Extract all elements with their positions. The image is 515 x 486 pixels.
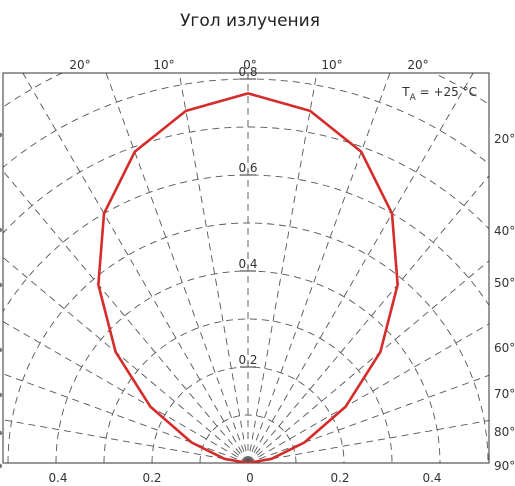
grid-spoke	[3, 170, 249, 463]
grid-arc	[199, 414, 297, 463]
bottom-tick-label: 0	[246, 471, 254, 485]
right-tick-label: 20°	[494, 132, 515, 146]
grid-arc	[3, 174, 489, 313]
bottom-tick-label: 0.2	[142, 471, 161, 485]
left-edge-tick	[0, 227, 3, 233]
grid-spoke	[105, 73, 249, 463]
grid-spoke	[178, 73, 249, 463]
grid-spoke	[3, 256, 249, 463]
grid-spoke	[247, 323, 489, 463]
label-layer: 20° 10° 0° 10° 20° 20° 40° 50° 60° 70° 80° 90° 0.4 0.…	[0, 58, 515, 485]
grid-arc	[7, 222, 489, 463]
right-tick-label: 90°	[494, 459, 515, 473]
chart-title: Угол излучения	[180, 11, 320, 31]
right-tick-label: 50°	[494, 276, 515, 290]
grid-spoke	[247, 260, 489, 463]
grid-spoke	[247, 374, 489, 463]
top-tick-label: 0°	[243, 58, 257, 72]
left-edge-tick	[0, 392, 3, 398]
grid-arc	[3, 78, 489, 168]
right-tick-label: 80°	[494, 425, 515, 439]
grid-spoke	[22, 73, 249, 463]
bottom-tick-label: 0.4	[48, 471, 67, 485]
temperature-annotation: TA = +25 °C	[401, 85, 477, 103]
right-tick-label: 70°	[494, 387, 515, 401]
top-tick-label: 20°	[407, 58, 428, 72]
grid-spoke	[247, 73, 474, 463]
radial-label: 0.6	[238, 161, 257, 175]
bottom-tick-label: 0.4	[422, 471, 441, 485]
bottom-tick-label: 0.2	[330, 471, 349, 485]
intensity-curve	[97, 92, 399, 463]
right-tick-label: 60°	[494, 341, 515, 355]
left-edge-tick	[0, 430, 3, 436]
grid-spoke	[3, 373, 249, 463]
left-edge-tick	[0, 282, 3, 288]
left-edge-tick	[0, 132, 3, 138]
right-tick-label: 40°	[494, 224, 515, 238]
left-edge-tick	[0, 347, 3, 353]
curve-layer	[97, 92, 399, 463]
radial-label: 0.8	[238, 65, 257, 79]
grid-spoke	[247, 73, 391, 463]
top-tick-label: 10°	[321, 58, 342, 72]
grid-spoke	[247, 175, 489, 463]
top-tick-label: 20°	[69, 58, 90, 72]
grid-spoke	[3, 419, 249, 463]
radial-label: 0.2	[238, 353, 257, 367]
grid-spoke	[247, 73, 318, 463]
top-tick-label: 10°	[153, 58, 174, 72]
grid-spoke	[3, 321, 249, 463]
radial-label: 0.4	[238, 257, 257, 271]
left-edge-tick	[0, 463, 3, 469]
grid-arc	[3, 126, 489, 234]
